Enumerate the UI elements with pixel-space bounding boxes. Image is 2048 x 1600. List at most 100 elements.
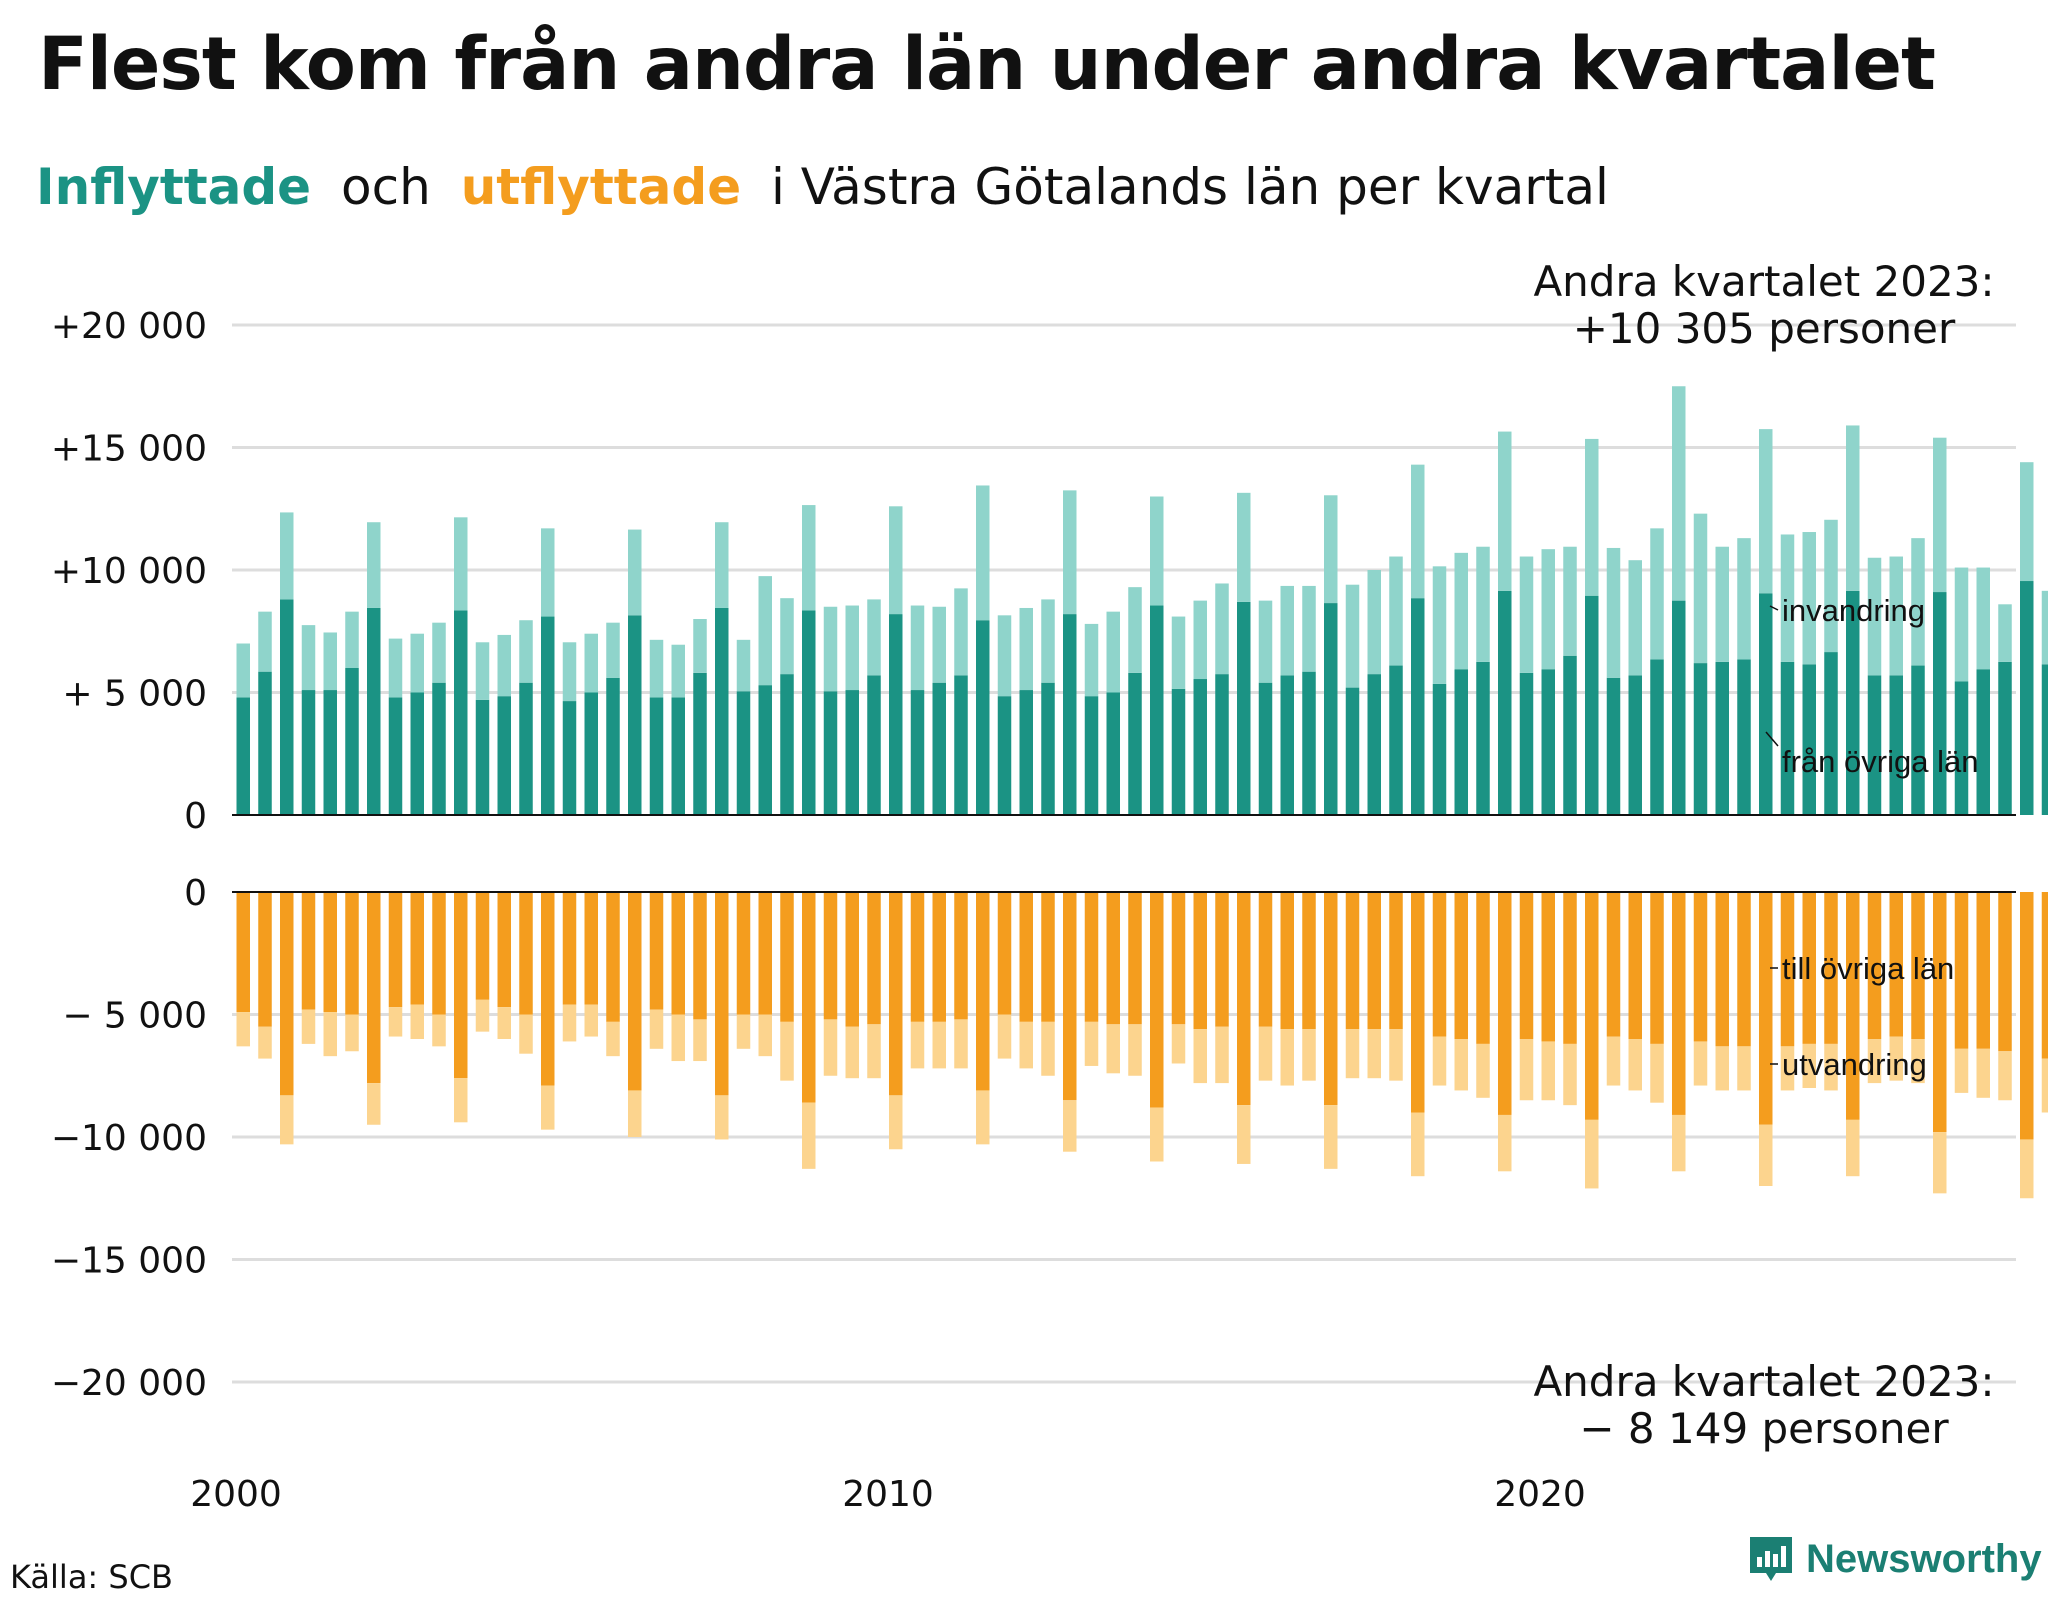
bar-fran-ovriga-lan <box>1193 679 1207 815</box>
bar-till-ovriga-lan <box>1976 892 1990 1049</box>
bar-till-ovriga-lan <box>845 892 859 1027</box>
bar-invandring <box>1150 496 1164 606</box>
bar-utvandring <box>1867 1039 1882 1084</box>
bar-invandring <box>932 606 946 683</box>
leader-fran-ovriga-lan <box>1765 731 1779 747</box>
bar-till-ovriga-lan <box>1432 892 1447 1037</box>
subtitle-inflyttade: Inflyttade <box>36 158 312 216</box>
bar-utvandring <box>1345 1029 1360 1079</box>
bar-till-ovriga-lan <box>1476 892 1490 1044</box>
bar-invandring <box>1737 538 1751 660</box>
bar-utvandring <box>1563 1043 1577 1106</box>
bar-invandring <box>1846 425 1860 591</box>
bar-fran-ovriga-lan <box>1585 595 1599 815</box>
bar-fran-ovriga-lan <box>345 668 359 815</box>
bar-till-ovriga-lan <box>823 892 838 1020</box>
bar-utvandring <box>1998 1051 2012 1101</box>
bar-utvandring <box>1498 1114 1512 1172</box>
bar-utvandring <box>519 1014 533 1054</box>
bar-till-ovriga-lan <box>1759 892 1773 1125</box>
bar-till-ovriga-lan <box>2041 892 2048 1059</box>
bar-invandring <box>258 611 272 672</box>
y-tick-label: +10 000 <box>51 551 207 592</box>
bar-till-ovriga-lan <box>628 892 642 1091</box>
bar-utvandring <box>1128 1024 1142 1076</box>
bar-utvandring <box>671 1014 685 1062</box>
bar-invandring <box>1280 585 1294 676</box>
bar-utvandring <box>932 1021 946 1069</box>
bar-till-ovriga-lan <box>388 892 403 1008</box>
bar-fran-ovriga-lan <box>1432 683 1447 815</box>
bar-invandring <box>780 598 794 675</box>
bar-invandring <box>454 517 468 611</box>
bar-fran-ovriga-lan <box>889 614 903 815</box>
bar-invandring <box>1324 495 1338 604</box>
bar-utvandring <box>1084 1021 1099 1066</box>
bar-utvandring <box>1476 1043 1490 1098</box>
bar-till-ovriga-lan <box>1215 892 1229 1027</box>
bar-fran-ovriga-lan <box>1345 687 1360 815</box>
bar-fran-ovriga-lan <box>1911 665 1925 815</box>
chart-subtitle: Inflyttade och utflyttade i Västra Götal… <box>36 158 1623 216</box>
bar-till-ovriga-lan <box>1128 892 1142 1025</box>
bar-till-ovriga-lan <box>1846 892 1860 1120</box>
bar-invandring <box>345 611 359 668</box>
bar-invandring <box>1824 519 1838 653</box>
bars-inflyttade <box>236 386 2048 815</box>
bar-invandring <box>1693 513 1708 664</box>
bar-utvandring <box>649 1009 664 1049</box>
bar-fran-ovriga-lan <box>802 610 816 815</box>
bar-utvandring <box>1280 1029 1294 1086</box>
bar-till-ovriga-lan <box>736 892 751 1015</box>
y-tick-label: +15 000 <box>51 429 207 470</box>
axes <box>232 814 2016 893</box>
bar-utvandring <box>1911 1039 1925 1084</box>
bar-till-ovriga-lan <box>323 892 337 1013</box>
bar-utvandring <box>1585 1119 1599 1189</box>
bar-till-ovriga-lan <box>910 892 925 1022</box>
bar-invandring <box>519 620 533 683</box>
bar-utvandring <box>997 1014 1012 1059</box>
leader-invandring <box>1769 605 1779 611</box>
bar-till-ovriga-lan <box>1606 892 1621 1037</box>
bar-invandring <box>1454 552 1468 670</box>
bar-fran-ovriga-lan <box>758 685 772 815</box>
bar-invandring <box>889 506 903 615</box>
bar-fran-ovriga-lan <box>1171 688 1186 815</box>
bar-fran-ovriga-lan <box>715 607 729 815</box>
bar-till-ovriga-lan <box>1106 892 1120 1025</box>
bar-utvandring <box>454 1078 468 1123</box>
bar-fran-ovriga-lan <box>649 697 664 815</box>
bar-utvandring <box>258 1026 272 1059</box>
bar-till-ovriga-lan <box>889 892 903 1096</box>
bar-fran-ovriga-lan <box>1541 669 1555 815</box>
bar-fran-ovriga-lan <box>1780 661 1795 815</box>
bar-fran-ovriga-lan <box>2041 664 2048 815</box>
bar-fran-ovriga-lan <box>280 599 294 815</box>
bar-utvandring <box>867 1024 881 1079</box>
bar-utvandring <box>1541 1041 1555 1101</box>
bar-utvandring <box>2020 1139 2034 1199</box>
bar-till-ovriga-lan <box>1519 892 1534 1039</box>
bar-utvandring <box>1606 1036 1621 1086</box>
label-invandring: invandring <box>1782 593 1925 628</box>
annotation-top-line1: Andra kvartalet 2023: <box>1533 257 1994 306</box>
bar-utvandring <box>802 1102 816 1169</box>
bar-till-ovriga-lan <box>1563 892 1577 1044</box>
bar-till-ovriga-lan <box>1889 892 1903 1037</box>
bar-invandring <box>823 606 838 692</box>
x-tick-labels: 2000 2010 2020 <box>190 1474 1586 1515</box>
bar-invandring <box>1063 490 1077 615</box>
bar-invandring <box>1171 616 1186 689</box>
bar-invandring <box>280 512 294 600</box>
bar-fran-ovriga-lan <box>1237 601 1251 815</box>
bar-invandring <box>1411 464 1425 599</box>
bar-utvandring <box>1389 1029 1403 1081</box>
bar-fran-ovriga-lan <box>910 690 925 815</box>
bar-fran-ovriga-lan <box>671 697 685 815</box>
bar-till-ovriga-lan <box>1693 892 1708 1042</box>
x-tick-label: 2010 <box>842 1474 934 1515</box>
annotations: Andra kvartalet 2023:+10 305 personerAnd… <box>1533 257 1994 1453</box>
bar-utvandring <box>497 1007 511 1039</box>
bar-fran-ovriga-lan <box>1889 675 1903 815</box>
